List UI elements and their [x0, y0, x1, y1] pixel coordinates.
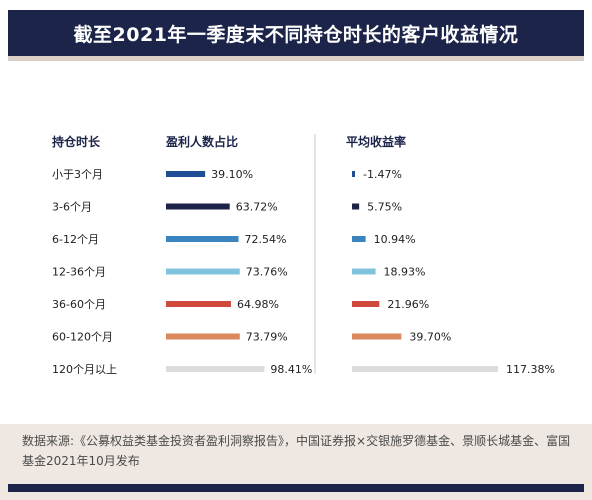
category-label: 36-60个月: [52, 298, 106, 311]
data-label-profit-ratio: 63.72%: [236, 201, 278, 214]
footer-bar: [8, 484, 584, 492]
data-label-profit-ratio: 64.98%: [237, 298, 279, 311]
chart-title: 截至2021年一季度末不同持仓时长的客户收益情况: [73, 23, 519, 46]
series-1-header: 盈利人数占比: [165, 134, 238, 149]
bar-profit-ratio: [166, 203, 230, 210]
category-label: 小于3个月: [52, 168, 103, 181]
category-label: 12-36个月: [52, 266, 106, 279]
title-accent-line: [8, 56, 584, 61]
data-label-avg-return: 18.93%: [384, 266, 426, 279]
bar-avg-return: [352, 333, 402, 340]
header: 截至2021年一季度末不同持仓时长的客户收益情况: [0, 0, 592, 62]
category-column-header: 持仓时长: [52, 134, 101, 149]
chart-rows: 小于3个月 39.10% -1.47% 3-6个月 63.72% 5.75% 6-12个月 7…: [52, 168, 555, 376]
source-note: 数据来源:《公募权益类基金投资者盈利洞察报告》，中国证券报×交银施罗德基金、景顺…: [22, 434, 571, 468]
data-label-profit-ratio: 73.79%: [246, 331, 288, 344]
bar-profit-ratio: [166, 333, 240, 340]
data-label-profit-ratio: 73.76%: [246, 266, 288, 279]
bar-profit-ratio: [166, 301, 231, 307]
category-label: 6-12个月: [52, 233, 99, 246]
bar-avg-return: [352, 203, 360, 210]
footer: 数据来源:《公募权益类基金投资者盈利洞察报告》，中国证券报×交银施罗德基金、景顺…: [0, 424, 592, 500]
data-label-profit-ratio: 72.54%: [245, 233, 287, 246]
bar-profit-ratio: [166, 236, 239, 242]
bar-profit-ratio: [166, 171, 206, 177]
bar-avg-return: [352, 268, 376, 275]
data-label-profit-ratio: 98.41%: [270, 363, 312, 376]
bar-profit-ratio: [166, 366, 265, 372]
data-label-avg-return: 117.38%: [506, 363, 555, 376]
category-label: 3-6个月: [52, 201, 92, 214]
data-label-avg-return: 21.96%: [387, 298, 429, 311]
bar-profit-ratio: [166, 268, 240, 275]
data-label-avg-return: 10.94%: [374, 233, 416, 246]
data-label-avg-return: 5.75%: [367, 201, 402, 214]
category-label: 120个月以上: [52, 363, 117, 376]
series-2-header: 平均收益率: [346, 134, 406, 149]
chart: 持仓时长 盈利人数占比 平均收益率 小于3个月 39.10% -1.47% 3-6个月…: [52, 134, 555, 376]
data-label-avg-return: 39.70%: [409, 331, 451, 344]
bar-avg-return: [352, 366, 498, 372]
data-label-profit-ratio: 39.10%: [211, 168, 253, 181]
title-bar: 截至2021年一季度末不同持仓时长的客户收益情况: [8, 10, 584, 56]
data-label-avg-return: -1.47%: [363, 168, 402, 181]
bar-avg-return: [352, 236, 366, 242]
bar-avg-return: [352, 171, 355, 177]
bar-avg-return: [352, 301, 380, 307]
category-label: 60-120个月: [52, 331, 113, 344]
